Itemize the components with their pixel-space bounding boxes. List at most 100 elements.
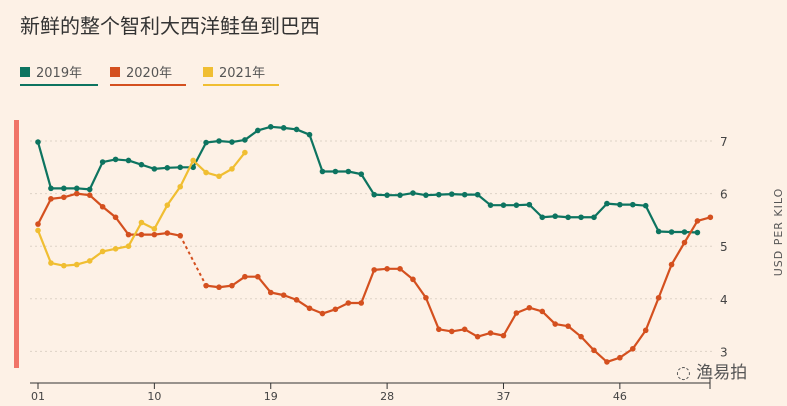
data-point	[61, 185, 67, 192]
data-point	[345, 168, 352, 175]
x-tick-label: 28	[380, 390, 394, 403]
data-point	[48, 185, 54, 192]
data-point	[332, 306, 339, 313]
data-point	[526, 304, 533, 311]
data-point	[358, 171, 365, 177]
data-point	[539, 308, 546, 315]
data-point	[164, 230, 171, 236]
data-point	[591, 347, 597, 354]
data-point	[216, 284, 222, 291]
data-point	[35, 221, 41, 227]
data-point	[280, 125, 287, 131]
legend-item: 2021年	[203, 62, 279, 86]
y-tick-label: 6	[720, 188, 728, 202]
data-point	[578, 214, 584, 221]
data-point	[86, 258, 93, 264]
data-point	[48, 196, 54, 202]
data-point	[694, 229, 701, 236]
data-point	[578, 333, 584, 340]
data-point	[255, 273, 261, 280]
data-point	[410, 190, 416, 196]
data-point	[552, 213, 558, 220]
data-point	[151, 231, 158, 238]
data-point	[448, 191, 455, 197]
data-point	[461, 191, 468, 198]
data-point	[125, 243, 132, 249]
legend-label: 2019年	[36, 66, 83, 81]
x-tick-label: 10	[147, 390, 161, 403]
data-point	[384, 192, 390, 198]
data-point	[61, 194, 67, 201]
data-point	[539, 214, 546, 221]
data-point	[267, 289, 274, 296]
data-point	[293, 297, 300, 303]
data-point	[99, 248, 106, 255]
data-point	[306, 131, 313, 138]
watermark-text: 渔易拍	[696, 363, 748, 383]
data-point	[86, 192, 93, 198]
data-point	[397, 266, 403, 272]
legend-swatch	[203, 66, 213, 77]
data-point	[668, 261, 675, 268]
data-point	[216, 173, 222, 180]
data-point	[642, 202, 649, 209]
data-point	[112, 156, 119, 163]
data-point	[151, 166, 158, 172]
data-point	[229, 282, 235, 289]
data-point	[332, 168, 339, 175]
y-tick-label: 4	[720, 293, 728, 307]
data-point	[681, 239, 688, 246]
data-point	[487, 202, 494, 208]
legend-item: 2019年	[20, 62, 98, 86]
y-tick-label: 7	[720, 135, 728, 149]
gap-dashed-line	[179, 235, 207, 287]
y-axis-label: USD PER KILO	[772, 188, 785, 277]
data-point	[86, 186, 93, 193]
data-point	[177, 164, 184, 171]
data-point	[565, 323, 571, 329]
data-point	[629, 201, 636, 208]
data-point	[436, 191, 442, 198]
data-point	[397, 192, 403, 198]
data-point	[293, 126, 300, 133]
data-point	[242, 273, 248, 280]
data-point	[99, 159, 106, 165]
data-point	[655, 294, 662, 301]
data-point	[203, 282, 209, 289]
data-point	[642, 327, 649, 334]
data-point	[138, 219, 145, 226]
data-point	[526, 201, 533, 208]
data-point	[138, 231, 145, 238]
series-line	[205, 216, 711, 364]
data-point	[255, 127, 261, 134]
data-point	[681, 229, 688, 235]
data-point	[267, 123, 274, 130]
x-tick-label: 19	[264, 390, 278, 403]
legend-swatch	[110, 66, 120, 77]
data-point	[125, 157, 132, 164]
data-point	[61, 262, 67, 269]
data-point	[190, 157, 196, 164]
data-point	[591, 214, 597, 221]
series-line	[36, 151, 246, 267]
data-point	[655, 228, 662, 235]
data-point	[319, 168, 326, 175]
data-point	[112, 214, 119, 221]
data-point	[513, 202, 520, 208]
data-point	[423, 294, 429, 301]
data-point	[151, 226, 158, 232]
series-line	[37, 192, 181, 237]
data-point	[229, 166, 235, 172]
data-point	[177, 183, 184, 190]
data-point	[552, 321, 558, 327]
data-point	[73, 190, 80, 197]
legend-swatch	[20, 66, 30, 77]
data-point	[474, 333, 481, 340]
data-point	[99, 203, 106, 210]
data-point	[48, 260, 54, 266]
data-point	[358, 300, 365, 306]
data-point	[242, 149, 248, 156]
accent-bar	[14, 120, 19, 368]
data-point	[487, 330, 494, 336]
data-point	[35, 227, 41, 234]
